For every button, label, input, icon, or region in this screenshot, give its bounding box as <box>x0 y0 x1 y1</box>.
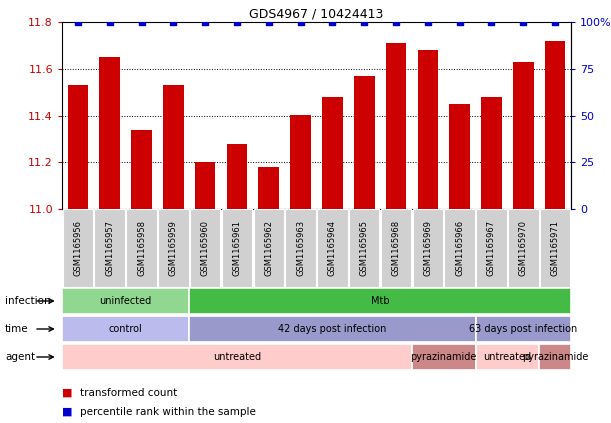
Text: untreated: untreated <box>483 352 532 362</box>
Text: ■: ■ <box>62 407 73 417</box>
Bar <box>417 50 438 209</box>
Bar <box>163 85 184 209</box>
Bar <box>545 41 565 209</box>
Text: GSM1165967: GSM1165967 <box>487 220 496 276</box>
Bar <box>508 209 538 287</box>
Point <box>169 19 178 25</box>
Bar <box>449 104 470 209</box>
Text: GSM1165956: GSM1165956 <box>73 220 82 276</box>
Point <box>455 19 464 25</box>
Bar <box>189 288 571 314</box>
Bar <box>354 76 375 209</box>
Text: GSM1165965: GSM1165965 <box>360 220 368 276</box>
Bar <box>475 344 539 370</box>
Point <box>518 19 528 25</box>
Bar <box>285 209 316 287</box>
Text: infection: infection <box>5 296 51 306</box>
Bar <box>95 209 125 287</box>
Bar <box>412 344 475 370</box>
Text: GSM1165970: GSM1165970 <box>519 220 528 276</box>
Title: GDS4967 / 10424413: GDS4967 / 10424413 <box>249 8 384 21</box>
Text: percentile rank within the sample: percentile rank within the sample <box>80 407 256 417</box>
Text: GSM1165959: GSM1165959 <box>169 220 178 276</box>
Bar <box>62 288 189 314</box>
Bar <box>100 57 120 209</box>
Text: GSM1165957: GSM1165957 <box>105 220 114 276</box>
Text: uninfected: uninfected <box>100 296 152 306</box>
Bar <box>475 316 571 342</box>
Text: GSM1165964: GSM1165964 <box>328 220 337 276</box>
Point <box>105 19 115 25</box>
Text: GSM1165971: GSM1165971 <box>551 220 560 276</box>
Bar <box>476 209 507 287</box>
Text: transformed count: transformed count <box>80 387 178 398</box>
Text: ■: ■ <box>62 387 73 398</box>
Bar <box>126 209 157 287</box>
Bar <box>290 115 311 209</box>
Text: 42 days post infection: 42 days post infection <box>278 324 387 334</box>
Bar <box>62 344 412 370</box>
Bar <box>539 344 571 370</box>
Text: GSM1165960: GSM1165960 <box>200 220 210 276</box>
Text: GSM1165961: GSM1165961 <box>232 220 241 276</box>
Text: 63 days post infection: 63 days post infection <box>469 324 577 334</box>
Bar <box>513 62 533 209</box>
Bar <box>190 209 221 287</box>
Text: GSM1165966: GSM1165966 <box>455 220 464 276</box>
Bar <box>68 85 88 209</box>
Point <box>551 19 560 25</box>
Bar <box>189 316 475 342</box>
Text: GSM1165968: GSM1165968 <box>392 220 401 276</box>
Bar <box>63 209 93 287</box>
Point <box>232 19 242 25</box>
Point <box>200 19 210 25</box>
Bar <box>349 209 379 287</box>
Bar <box>131 129 152 209</box>
Bar <box>540 209 570 287</box>
Point <box>327 19 337 25</box>
Text: GSM1165962: GSM1165962 <box>265 220 273 276</box>
Bar <box>222 209 252 287</box>
Bar <box>444 209 475 287</box>
Text: untreated: untreated <box>213 352 261 362</box>
Point <box>296 19 306 25</box>
Text: time: time <box>5 324 29 334</box>
Bar <box>227 143 247 209</box>
Point <box>486 19 496 25</box>
Point <box>391 19 401 25</box>
Bar <box>62 316 189 342</box>
Bar <box>158 209 189 287</box>
Bar <box>322 97 343 209</box>
Bar <box>195 162 216 209</box>
Text: pyrazinamide: pyrazinamide <box>411 352 477 362</box>
Text: Mtb: Mtb <box>371 296 389 306</box>
Bar <box>412 209 443 287</box>
Point <box>359 19 369 25</box>
Point <box>423 19 433 25</box>
Text: GSM1165969: GSM1165969 <box>423 220 433 276</box>
Text: GSM1165963: GSM1165963 <box>296 220 305 276</box>
Bar <box>381 209 411 287</box>
Text: pyrazinamide: pyrazinamide <box>522 352 588 362</box>
Bar <box>386 43 406 209</box>
Text: GSM1165958: GSM1165958 <box>137 220 146 276</box>
Point <box>264 19 274 25</box>
Point <box>137 19 147 25</box>
Text: control: control <box>109 324 142 334</box>
Bar <box>317 209 348 287</box>
Bar <box>258 167 279 209</box>
Text: agent: agent <box>5 352 35 362</box>
Bar <box>254 209 284 287</box>
Bar <box>481 97 502 209</box>
Point <box>73 19 83 25</box>
